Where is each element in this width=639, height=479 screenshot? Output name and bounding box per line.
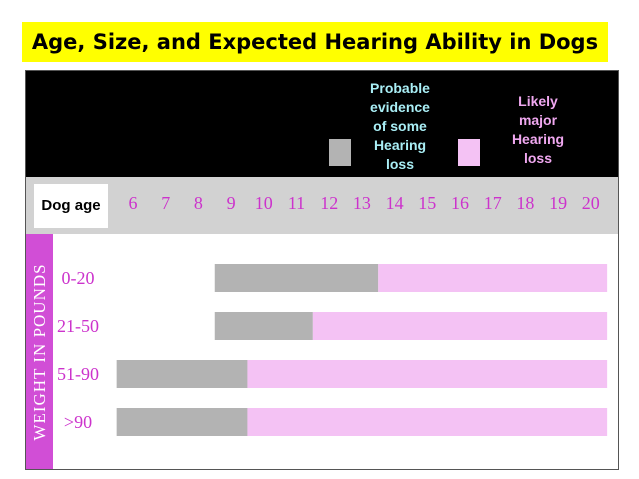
x-tick-label: 8 bbox=[194, 193, 203, 213]
probable-bar bbox=[116, 360, 248, 388]
legend-probable-line: loss bbox=[385, 156, 414, 172]
x-tick-label: 10 bbox=[255, 193, 273, 213]
legend-likely-swatch bbox=[458, 139, 480, 166]
x-tick-label: 18 bbox=[516, 193, 534, 213]
legend-probable-line: Probable bbox=[370, 80, 430, 96]
likely-bar bbox=[247, 408, 608, 436]
y-axis-label-box: WEIGHT IN POUNDS bbox=[26, 234, 53, 469]
legend-likely-label: Likely major Hearing loss bbox=[492, 92, 584, 168]
x-tick-label: 6 bbox=[129, 193, 138, 213]
legend-probable-line: evidence bbox=[370, 99, 430, 115]
legend-area: Probable evidence of some Hearing loss L… bbox=[26, 71, 618, 177]
legend-likely-line: loss bbox=[523, 150, 552, 166]
y-category-label: 0-20 bbox=[62, 268, 95, 288]
likely-bar bbox=[312, 312, 608, 340]
likely-bar bbox=[378, 264, 608, 292]
y-category-label: >90 bbox=[64, 412, 92, 432]
legend-likely-line: Hearing bbox=[511, 131, 565, 147]
chart-svg: 6 7 8 9 10 11 12 13 14 15 16 17 18 19 20 0-20 21-50 51-90… bbox=[57, 193, 608, 436]
x-tick-label: 14 bbox=[386, 193, 404, 213]
y-category-label: 21-50 bbox=[57, 316, 99, 336]
title-banner: Age, Size, and Expected Hearing Ability … bbox=[22, 22, 608, 62]
x-tick-label: 19 bbox=[549, 193, 567, 213]
x-tick-label: 13 bbox=[353, 193, 371, 213]
y-category-label: 51-90 bbox=[57, 364, 99, 384]
likely-bar bbox=[247, 360, 608, 388]
legend-likely-line: major bbox=[518, 112, 558, 128]
x-tick-label: 15 bbox=[418, 193, 436, 213]
x-tick-label: 20 bbox=[582, 193, 600, 213]
x-tick-label: 7 bbox=[161, 193, 170, 213]
probable-bar bbox=[214, 264, 379, 292]
x-tick-label: 12 bbox=[320, 193, 338, 213]
x-tick-label: 11 bbox=[288, 193, 305, 213]
legend-probable-swatch bbox=[329, 139, 351, 166]
legend-probable-label: Probable evidence of some Hearing loss bbox=[348, 79, 452, 174]
chart-panel: Probable evidence of some Hearing loss L… bbox=[25, 70, 619, 470]
probable-bar bbox=[116, 408, 248, 436]
x-axis-label: Dog age bbox=[34, 184, 108, 228]
legend-probable-line: Hearing bbox=[373, 137, 427, 153]
chart-title: Age, Size, and Expected Hearing Ability … bbox=[31, 30, 599, 54]
legend-likely-line: Likely bbox=[518, 93, 558, 109]
x-tick-label: 17 bbox=[484, 193, 502, 213]
x-tick-label: 16 bbox=[451, 193, 469, 213]
legend-probable-line: of some bbox=[373, 118, 427, 134]
x-tick-label: 9 bbox=[227, 193, 236, 213]
age-axis-row: Dog age bbox=[26, 177, 618, 234]
probable-bar bbox=[214, 312, 313, 340]
